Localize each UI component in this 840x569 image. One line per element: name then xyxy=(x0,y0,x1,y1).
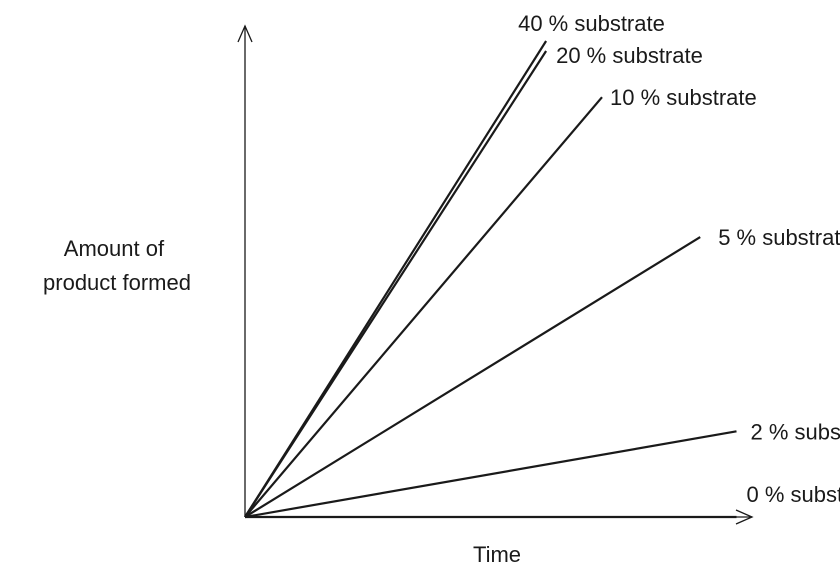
series-line-2-substrate xyxy=(244,430,737,519)
series-group xyxy=(244,40,737,519)
y-axis-title-line-1: Amount of xyxy=(64,236,165,261)
y-axis xyxy=(237,24,253,517)
y-axis-title-line-2: product formed xyxy=(43,270,191,295)
series-line-5-substrate xyxy=(244,236,701,518)
series-line-10-substrate xyxy=(244,96,603,518)
series-label-2-substrate: 2 % substrate xyxy=(751,419,840,444)
series-label-5-substrate: 5 % substrate xyxy=(718,225,840,250)
series-label-0-substrate: 0 % substrate xyxy=(747,482,840,507)
series-label-40-substrate: 40 % substrate xyxy=(518,11,665,36)
y-axis-arrow-icon xyxy=(237,24,253,43)
y-axis-title: Amount of product formed xyxy=(43,236,191,295)
x-axis-title: Time xyxy=(473,542,521,567)
x-axis-arrow-icon xyxy=(735,509,754,525)
series-label-10-substrate: 10 % substrate xyxy=(610,85,757,110)
series-labels: 40 % substrate 20 % substrate 10 % substra… xyxy=(518,11,840,507)
series-label-20-substrate: 20 % substrate xyxy=(556,43,703,68)
series-line-20-substrate xyxy=(244,50,548,518)
